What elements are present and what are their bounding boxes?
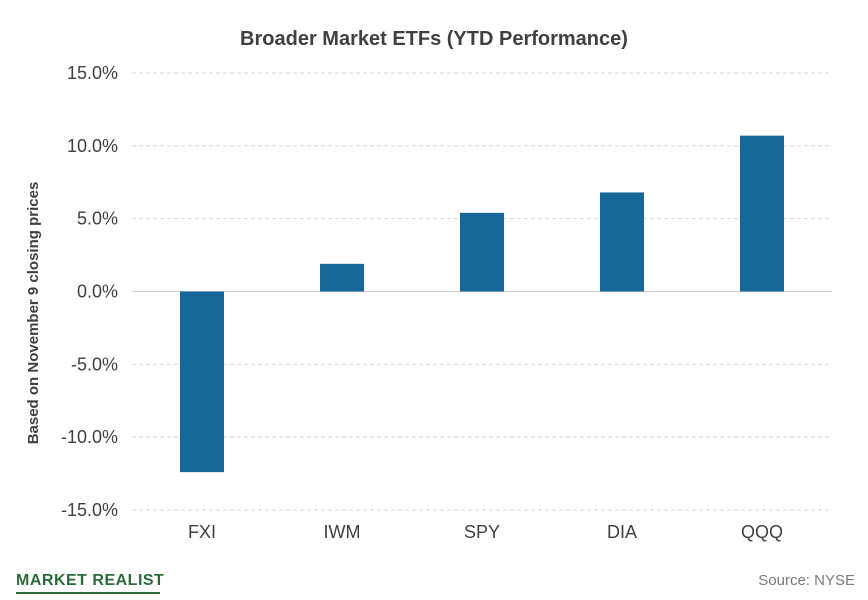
y-tick-label: 0.0% [77,282,118,302]
x-tick-label: QQQ [741,522,783,542]
y-tick-label: 10.0% [67,136,118,156]
x-tick-label: SPY [464,522,500,542]
brand-name: MARKET REALIST [16,572,165,589]
y-tick-label: 15.0% [67,63,118,83]
brand-logo: MARKET REALIST [16,572,165,594]
y-tick-labels: 15.0% 10.0% 5.0% 0.0% -5.0% -10.0% -15.0% [61,63,118,520]
chart-title: Broader Market ETFs (YTD Performance) [240,28,628,50]
x-tick-label: FXI [188,522,216,542]
source-note: Source: NYSE [758,572,855,589]
bar-dia [600,192,644,292]
y-axis-label: Based on November 9 closing prices [25,182,42,445]
bar-iwm [320,263,364,292]
bar-spy [460,212,504,292]
y-tick-label: -5.0% [71,354,118,374]
bars [180,135,784,473]
brand-underline [16,592,160,594]
bar-qqq [740,135,784,292]
x-tick-label: IWM [324,522,361,542]
x-tick-label: DIA [607,522,637,542]
y-tick-label: -10.0% [61,427,118,447]
x-tick-labels: FXI IWM SPY DIA QQQ [188,522,783,542]
y-tick-label: 5.0% [77,209,118,229]
bar-fxi [180,291,224,473]
y-tick-label: -15.0% [61,500,118,520]
